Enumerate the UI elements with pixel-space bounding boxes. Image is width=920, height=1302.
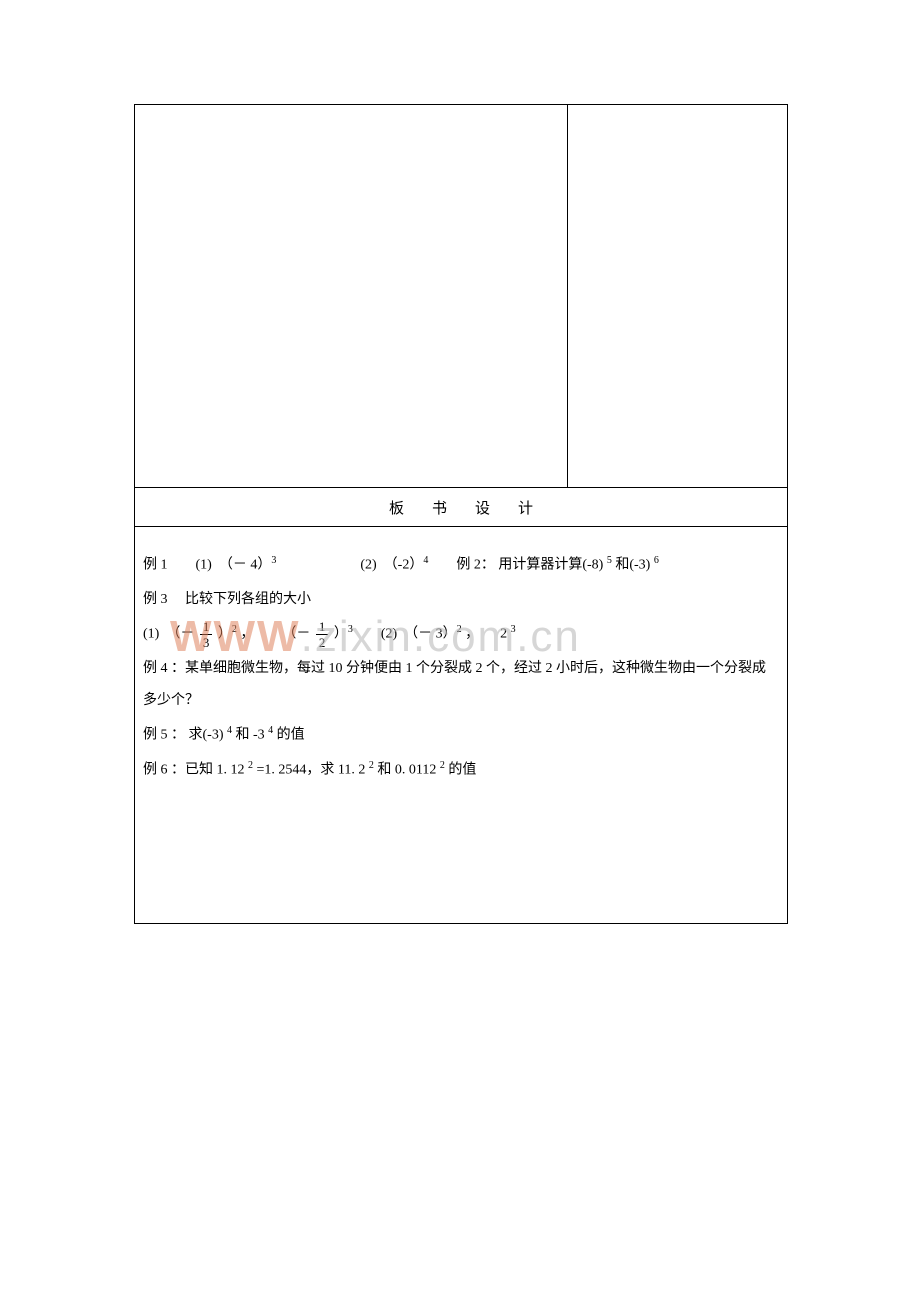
- frac-num: 1: [200, 620, 213, 635]
- ex3-1-comma: ， （－: [237, 627, 314, 642]
- board-header-text: 板书设计: [389, 497, 561, 518]
- ex4-text: 例 4 ：某单细胞微生物，每过 10 分钟便由 1 个分裂成 2 个，经过 2 …: [143, 661, 766, 708]
- ex1-part2: (2) （-2）: [276, 558, 423, 573]
- example-4-line: 例 4 ：某单细胞微生物，每过 10 分钟便由 1 个分裂成 2 个，经过 2 …: [143, 653, 779, 717]
- example-3-title: 例 3 比较下列各组的大小: [143, 584, 779, 616]
- frac-den-2: 2: [316, 635, 329, 649]
- ex5-end: 的值: [273, 728, 305, 743]
- ex6-mid2: 和 0. 0112: [374, 763, 440, 778]
- ex3-1-close: ）: [214, 627, 232, 642]
- ex6-end: 的值: [445, 763, 477, 778]
- example-6-line: 例 6 ：已知 1. 12 2 =1. 2544，求 11. 2 2 和 0. …: [143, 754, 779, 787]
- fraction-one-third: 13: [200, 620, 213, 649]
- ex6-part1: 例 6 ：已知 1. 12: [143, 763, 248, 778]
- ex3-1-open: (1) （－: [143, 627, 198, 642]
- example-1-and-2-line: 例 1 (1) （－ 4）3 (2) （-2）4 例 2： 用计算器计算(-8)…: [143, 549, 779, 582]
- ex3-title-text: 例 3 比较下列各组的大小: [143, 592, 311, 607]
- top-right-cell: [568, 105, 787, 487]
- document-container: 板书设计 例 1 (1) （－ 4）3 (2) （-2）4 例 2： 用计算器计…: [134, 104, 788, 924]
- ex5-part1: 例 5 ： 求(-3): [143, 728, 227, 743]
- ex5-and: 和 -3: [232, 728, 268, 743]
- fraction-one-half: 12: [316, 620, 329, 649]
- ex6-mid: =1. 2544，求 11. 2: [253, 763, 369, 778]
- top-left-cell: [135, 105, 568, 487]
- ex3-2-open: (2) （－ 3）: [353, 627, 457, 642]
- board-design-header: 板书设计: [135, 487, 787, 527]
- ex3-2-sup2: 3: [511, 624, 516, 635]
- ex3-1-close2: ）: [330, 627, 348, 642]
- ex1-part1: 例 1 (1) （－ 4）: [143, 558, 271, 573]
- top-split-section: [135, 105, 787, 487]
- example-5-line: 例 5 ： 求(-3) 4 和 -3 4 的值: [143, 719, 779, 752]
- frac-num-2: 1: [316, 620, 329, 635]
- ex3-2-comma: ， 2: [462, 627, 511, 642]
- ex2-label: 例 2： 用计算器计算(-8): [428, 558, 607, 573]
- ex2-sup2: 6: [654, 555, 659, 566]
- frac-den: 3: [200, 635, 213, 649]
- ex2-and: 和(-3): [612, 558, 654, 573]
- example-3-items: (1) （－ 13 ）2 ， （－ 12 ）3 (2) （－ 3）2 ， 2 3: [143, 618, 779, 651]
- examples-content: 例 1 (1) （－ 4）3 (2) （-2）4 例 2： 用计算器计算(-8)…: [135, 527, 787, 797]
